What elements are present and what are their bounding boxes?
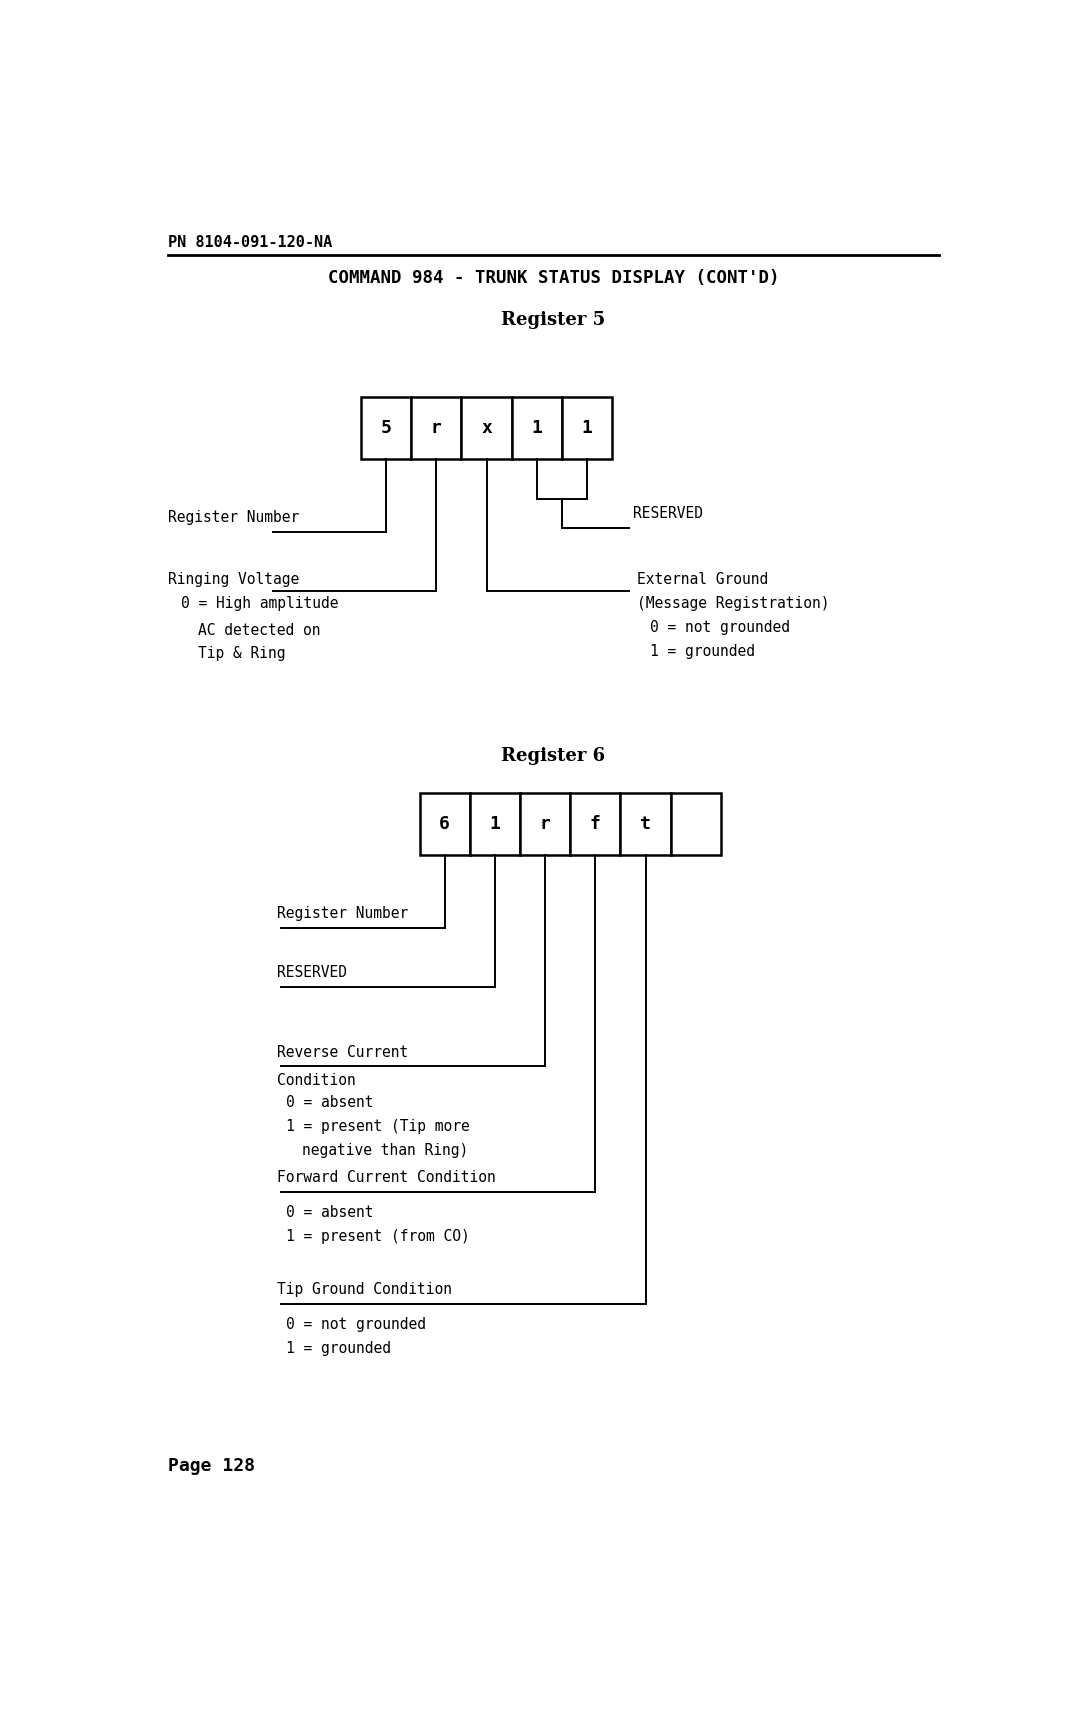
Text: r: r [431,418,442,437]
Bar [420,794,470,855]
Text: AC detected on: AC detected on [198,622,321,638]
Text: 0 = not grounded: 0 = not grounded [285,1316,426,1332]
Text: f: f [590,814,600,833]
Text: Forward Current Condition: Forward Current Condition [278,1171,496,1184]
Text: External Ground: External Ground [637,572,769,588]
Text: 0 = absent: 0 = absent [285,1095,374,1111]
Bar [512,398,562,459]
Bar [470,794,521,855]
Text: 1: 1 [489,814,500,833]
Text: RESERVED: RESERVED [633,506,703,521]
Bar [361,398,411,459]
Bar [671,794,721,855]
Text: Register 5: Register 5 [501,312,606,329]
Text: r: r [540,814,551,833]
Text: 0 = absent: 0 = absent [285,1205,374,1220]
Text: t: t [640,814,651,833]
Text: negative than Ring): negative than Ring) [302,1143,469,1157]
Text: RESERVED: RESERVED [278,965,348,980]
Text: 1 = grounded: 1 = grounded [650,644,755,658]
Bar [461,398,512,459]
Bar [620,794,671,855]
Text: Condition: Condition [278,1073,356,1088]
Text: Tip & Ring: Tip & Ring [198,646,285,662]
Text: 0 = High amplitude: 0 = High amplitude [181,596,338,612]
Text: 6: 6 [440,814,450,833]
Text: 1 = present (Tip more: 1 = present (Tip more [285,1119,470,1135]
Text: 1 = grounded: 1 = grounded [285,1340,391,1356]
Text: Reverse Current: Reverse Current [278,1044,408,1059]
Text: 5: 5 [380,418,392,437]
Text: 0 = not grounded: 0 = not grounded [650,620,789,636]
Bar [570,794,620,855]
Text: 1 = present (from CO): 1 = present (from CO) [285,1229,470,1244]
Text: Ringing Voltage: Ringing Voltage [168,572,300,588]
Text: Register Number: Register Number [168,511,300,524]
Text: PN 8104-091-120-NA: PN 8104-091-120-NA [168,235,333,250]
Text: Page 128: Page 128 [168,1457,256,1476]
Text: 1: 1 [581,418,593,437]
Text: COMMAND 984 - TRUNK STATUS DISPLAY (CONT'D): COMMAND 984 - TRUNK STATUS DISPLAY (CONT… [327,269,780,286]
Text: x: x [481,418,492,437]
Text: (Message Registration): (Message Registration) [637,596,829,612]
Text: Tip Ground Condition: Tip Ground Condition [278,1282,453,1297]
Text: Register 6: Register 6 [501,747,606,764]
Bar [521,794,570,855]
Text: 1: 1 [531,418,542,437]
Text: Register Number: Register Number [278,907,408,920]
Bar [411,398,461,459]
Bar [562,398,612,459]
